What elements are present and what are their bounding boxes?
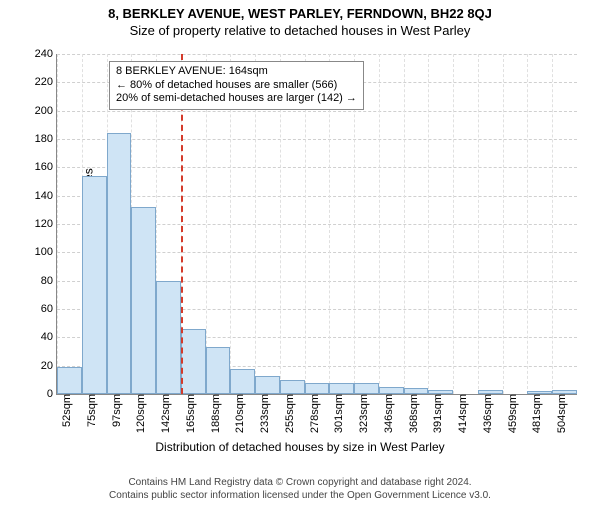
x-tick-label: 346sqm (381, 394, 395, 433)
x-tick-label: 210sqm (232, 394, 246, 433)
y-tick-label: 160 (35, 161, 57, 173)
y-tick-label: 40 (41, 331, 57, 343)
gridline-v (57, 54, 58, 394)
histogram-bar (156, 281, 181, 394)
histogram-bar (82, 176, 107, 394)
y-tick-label: 180 (35, 133, 57, 145)
histogram-bar (107, 133, 132, 394)
histogram-bar (354, 383, 379, 394)
x-tick-label: 97sqm (109, 394, 123, 427)
gridline-v (478, 54, 479, 394)
footer-line-2: Contains public sector information licen… (0, 490, 600, 503)
gridline-h (57, 196, 577, 197)
y-tick-label: 60 (41, 303, 57, 315)
gridline-v (527, 54, 528, 394)
histogram-bar (181, 329, 206, 394)
x-tick-label: 414sqm (455, 394, 469, 433)
x-tick-label: 75sqm (84, 394, 98, 427)
annotation-line-2: ← 80% of detached houses are smaller (56… (116, 79, 357, 93)
histogram-bar (329, 383, 354, 394)
x-tick-label: 504sqm (554, 394, 568, 433)
annotation-box: 8 BERKLEY AVENUE: 164sqm← 80% of detache… (109, 61, 364, 110)
histogram-bar (131, 207, 156, 394)
x-tick-label: 368sqm (406, 394, 420, 433)
y-tick-label: 0 (47, 388, 57, 400)
x-tick-label: 52sqm (59, 394, 73, 427)
x-tick-label: 233sqm (257, 394, 271, 433)
gridline-v (503, 54, 504, 394)
y-tick-label: 220 (35, 76, 57, 88)
x-tick-label: 165sqm (183, 394, 197, 433)
gridline-v (379, 54, 380, 394)
plot-region: 02040608010012014016018020022024052sqm75… (56, 54, 577, 395)
gridline-v (453, 54, 454, 394)
y-tick-label: 20 (41, 360, 57, 372)
x-tick-label: 188sqm (208, 394, 222, 433)
x-tick-label: 301sqm (331, 394, 345, 433)
x-tick-label: 481sqm (529, 394, 543, 433)
annotation-line-1: 8 BERKLEY AVENUE: 164sqm (116, 65, 357, 79)
x-tick-label: 255sqm (282, 394, 296, 433)
x-tick-label: 142sqm (158, 394, 172, 433)
histogram-bar (280, 380, 305, 394)
page-title: 8, BERKLEY AVENUE, WEST PARLEY, FERNDOWN… (0, 6, 600, 21)
footer-attribution: Contains HM Land Registry data © Crown c… (0, 477, 600, 502)
y-tick-label: 140 (35, 190, 57, 202)
gridline-h (57, 54, 577, 55)
gridline-v (428, 54, 429, 394)
histogram-bar (57, 367, 82, 394)
histogram-bar (206, 347, 231, 394)
chart-area: Number of detached properties 0204060801… (0, 46, 600, 456)
x-axis-label: Distribution of detached houses by size … (0, 440, 600, 454)
y-tick-label: 100 (35, 246, 57, 258)
gridline-v (552, 54, 553, 394)
gridline-h (57, 111, 577, 112)
y-tick-label: 240 (35, 48, 57, 60)
x-tick-label: 391sqm (430, 394, 444, 433)
chart-subtitle: Size of property relative to detached ho… (0, 23, 600, 38)
y-tick-label: 120 (35, 218, 57, 230)
x-tick-label: 323sqm (356, 394, 370, 433)
x-tick-label: 120sqm (133, 394, 147, 433)
x-tick-label: 278sqm (307, 394, 321, 433)
histogram-bar (305, 383, 330, 394)
footer-line-1: Contains HM Land Registry data © Crown c… (0, 477, 600, 490)
histogram-bar (379, 387, 404, 394)
x-tick-label: 459sqm (505, 394, 519, 433)
y-tick-label: 80 (41, 275, 57, 287)
gridline-v (404, 54, 405, 394)
histogram-bar (255, 376, 280, 394)
y-tick-label: 200 (35, 105, 57, 117)
gridline-h (57, 167, 577, 168)
gridline-h (57, 139, 577, 140)
histogram-bar (230, 369, 255, 395)
x-tick-label: 436sqm (480, 394, 494, 433)
annotation-line-3: 20% of semi-detached houses are larger (… (116, 92, 357, 106)
